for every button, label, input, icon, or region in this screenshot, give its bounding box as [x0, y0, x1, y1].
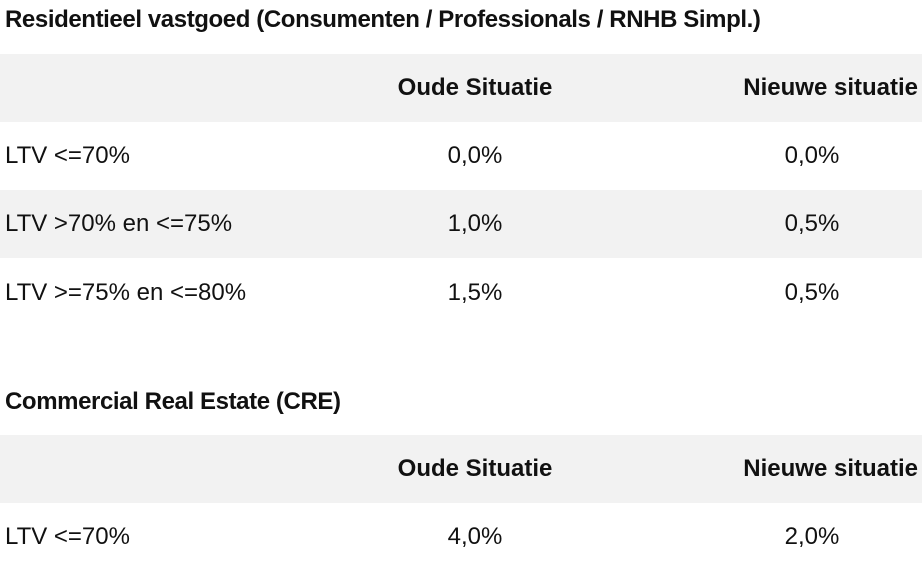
commercial-table-header: Oude Situatie Nieuwe situatie — [0, 435, 922, 503]
old-situation-value: 0,0% — [447, 142, 503, 169]
table-row: LTV >=75% en <=80% 1,5% 0,5% — [0, 259, 922, 327]
row-label: LTV <=70% — [5, 523, 130, 550]
old-situation-value: 1,5% — [447, 279, 503, 306]
column-header-new-situation: Nieuwe situatie — [743, 455, 918, 482]
residential-table-header: Oude Situatie Nieuwe situatie — [0, 54, 922, 122]
new-situation-value: 2,0% — [784, 523, 840, 550]
residential-section-title: Residentieel vastgoed (Consumenten / Pro… — [5, 6, 761, 33]
row-label: LTV <=70% — [5, 142, 130, 169]
row-label: LTV >70% en <=75% — [5, 210, 233, 237]
table-row: LTV <=70% 4,0% 2,0% — [0, 503, 922, 571]
new-situation-value: 0,0% — [784, 142, 840, 169]
table-row: LTV >70% en <=75% 1,0% 0,5% — [0, 190, 922, 258]
column-header-old-situation: Oude Situatie — [397, 74, 553, 101]
old-situation-value: 1,0% — [447, 210, 503, 237]
new-situation-value: 0,5% — [784, 210, 840, 237]
row-label: LTV >=75% en <=80% — [5, 279, 247, 306]
table-row: LTV <=70% 0,0% 0,0% — [0, 122, 922, 190]
old-situation-value: 4,0% — [447, 523, 503, 550]
commercial-section-title: Commercial Real Estate (CRE) — [5, 388, 341, 415]
column-header-new-situation: Nieuwe situatie — [743, 74, 918, 101]
column-header-old-situation: Oude Situatie — [397, 455, 553, 482]
new-situation-value: 0,5% — [784, 279, 840, 306]
